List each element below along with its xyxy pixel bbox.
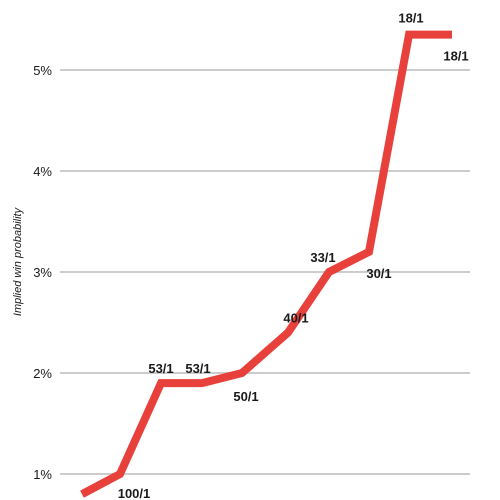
odds-data-label: 30/1 (366, 266, 391, 281)
odds-data-label: 50/1 (233, 389, 258, 404)
odds-data-label: 53/1 (148, 361, 173, 376)
grid-layer (60, 69, 470, 475)
y-axis-label: Implied win probability (12, 206, 24, 316)
y-tick-label: 2% (33, 366, 52, 381)
series-line-layer (80, 30, 452, 498)
y-tick-label: 5% (33, 63, 52, 78)
y-axis-ticks: 1% 2% 3% 4% 5% (33, 63, 52, 482)
data-labels: 100/1 53/1 53/1 50/1 40/1 33/1 30/1 18/1 18/1 (118, 11, 469, 500)
y-tick-label: 3% (33, 265, 52, 280)
odds-data-label: 40/1 (283, 311, 308, 326)
odds-series-line (80, 30, 452, 498)
odds-data-label: 33/1 (310, 250, 335, 265)
odds-data-label: 100/1 (118, 486, 151, 500)
odds-data-label: 18/1 (398, 11, 423, 26)
y-tick-label: 1% (33, 467, 52, 482)
odds-data-label: 53/1 (185, 361, 210, 376)
odds-data-label: 18/1 (443, 49, 468, 64)
y-tick-label: 4% (33, 164, 52, 179)
